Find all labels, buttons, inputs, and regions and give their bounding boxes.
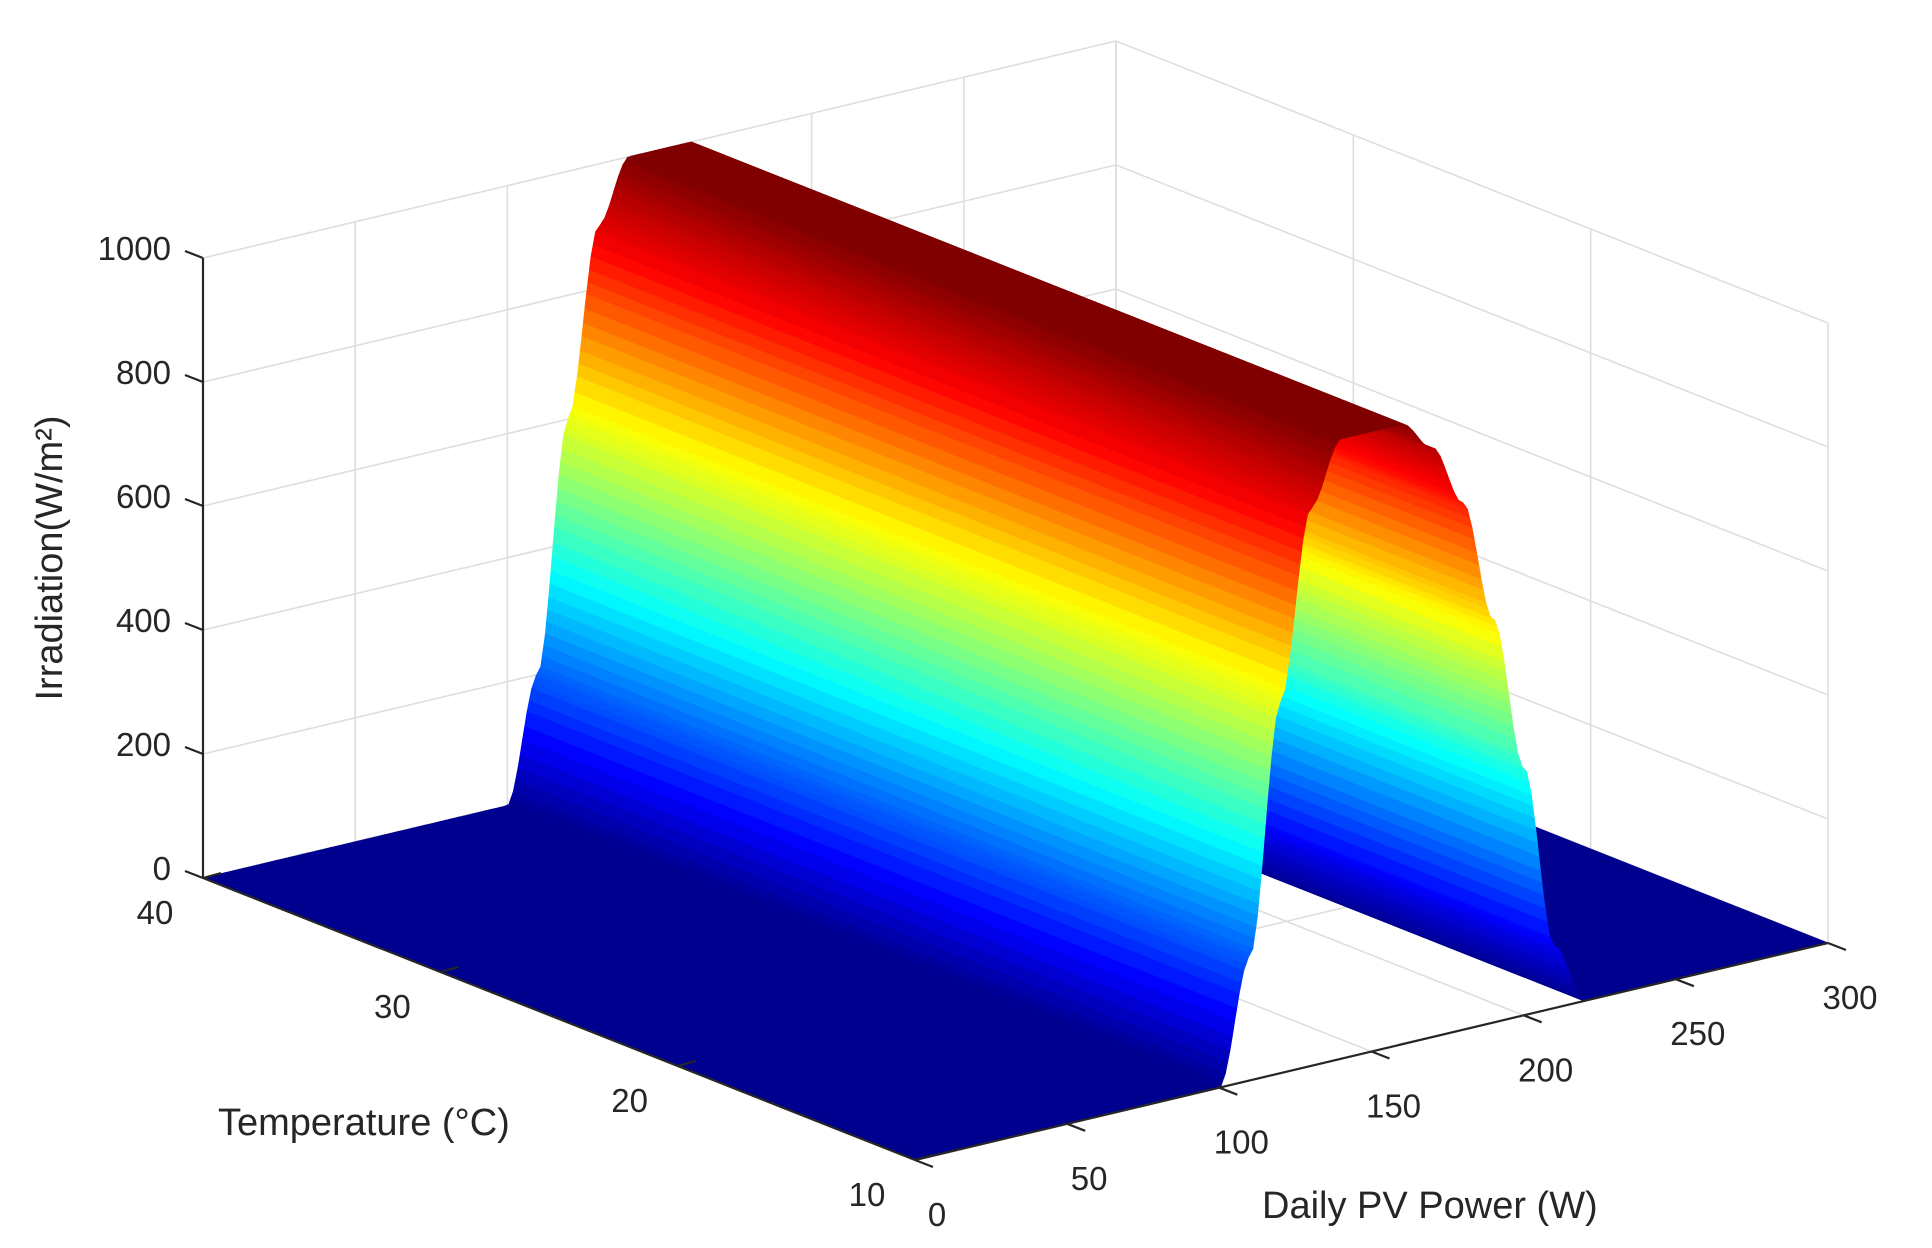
- surface-patch: [537, 666, 1254, 954]
- surface-patch: [524, 711, 1240, 1009]
- surface-patch: [606, 205, 1322, 495]
- surface-patch: [569, 406, 1286, 696]
- x-tick-label: 50: [1071, 1160, 1108, 1197]
- z-axis-label: Irradiation(W/m²): [29, 415, 71, 700]
- z-tick: [184, 373, 204, 384]
- surface-patch: [620, 164, 1336, 454]
- surface-patch: [557, 474, 1272, 771]
- surface-patch: [589, 256, 1304, 552]
- x-tick-label: 150: [1366, 1088, 1421, 1125]
- grid-line: [1115, 40, 1829, 324]
- z-tick-label: 600: [116, 478, 171, 515]
- y-tick-label: 20: [611, 1082, 648, 1119]
- x-tick-label: 0: [928, 1196, 946, 1233]
- surface-patch: [519, 739, 1235, 1037]
- z-tick: [184, 745, 204, 756]
- x-tick: [1218, 1086, 1238, 1096]
- surface-patch: [574, 376, 1290, 675]
- z-tick-label: 200: [116, 726, 171, 763]
- y-axis-line: [202, 876, 916, 1162]
- surface-patch: [597, 224, 1313, 511]
- grid-line: [1115, 164, 1829, 448]
- y-tick-label: 30: [374, 988, 411, 1025]
- x-tick: [1675, 978, 1695, 988]
- x-tick: [1523, 1014, 1543, 1024]
- surface: [201, 141, 1830, 1161]
- surface-patch: [543, 633, 1258, 928]
- y-tick: [202, 871, 222, 880]
- y-axis-label: Temperature (°C): [218, 1102, 510, 1144]
- surface-patch: [584, 293, 1299, 592]
- x-axis-label: Daily PV Power (W): [1262, 1185, 1598, 1227]
- y-tick: [914, 1153, 934, 1162]
- surface-patch: [515, 767, 1231, 1063]
- y-tick-label: 10: [849, 1176, 886, 1213]
- tick-labels: 0501001502002503001020304002004006008001…: [98, 230, 1878, 1233]
- surface-patch: [552, 527, 1267, 825]
- y-tick-label: 40: [137, 894, 174, 931]
- z-tick-label: 800: [116, 354, 171, 391]
- z-tick: [184, 249, 204, 260]
- surface-patch: [592, 231, 1309, 527]
- x-tick-label: 100: [1214, 1124, 1269, 1161]
- z-tick: [184, 869, 204, 880]
- z-tick-label: 0: [153, 850, 171, 887]
- surface-patch: [510, 790, 1226, 1081]
- z-tick-label: 1000: [98, 230, 171, 267]
- y-tick: [440, 965, 459, 974]
- x-tick-label: 250: [1670, 1015, 1725, 1052]
- x-tick-label: 200: [1518, 1051, 1573, 1088]
- surface-patch: [624, 157, 1341, 444]
- x-tick: [914, 1158, 934, 1169]
- surface-patch: [528, 688, 1245, 983]
- surface-patch: [565, 418, 1281, 710]
- surface-patch: [561, 434, 1277, 732]
- surface-patch: [548, 583, 1263, 880]
- surface-patch: [611, 190, 1327, 482]
- x-tick: [1066, 1122, 1086, 1132]
- z-tick-label: 400: [116, 602, 171, 639]
- grid-line: [1115, 288, 1829, 572]
- x-tick: [1827, 941, 1847, 952]
- surface-patch: [615, 176, 1331, 467]
- surface-patch: [579, 336, 1295, 633]
- z-tick: [184, 621, 204, 632]
- z-tick: [184, 497, 204, 508]
- x-tick: [1371, 1050, 1390, 1060]
- surface-patch: [533, 675, 1249, 965]
- y-tick: [677, 1059, 696, 1068]
- x-tick-label: 300: [1822, 979, 1877, 1016]
- axes: [184, 249, 1847, 1169]
- surface-patch: [601, 217, 1318, 505]
